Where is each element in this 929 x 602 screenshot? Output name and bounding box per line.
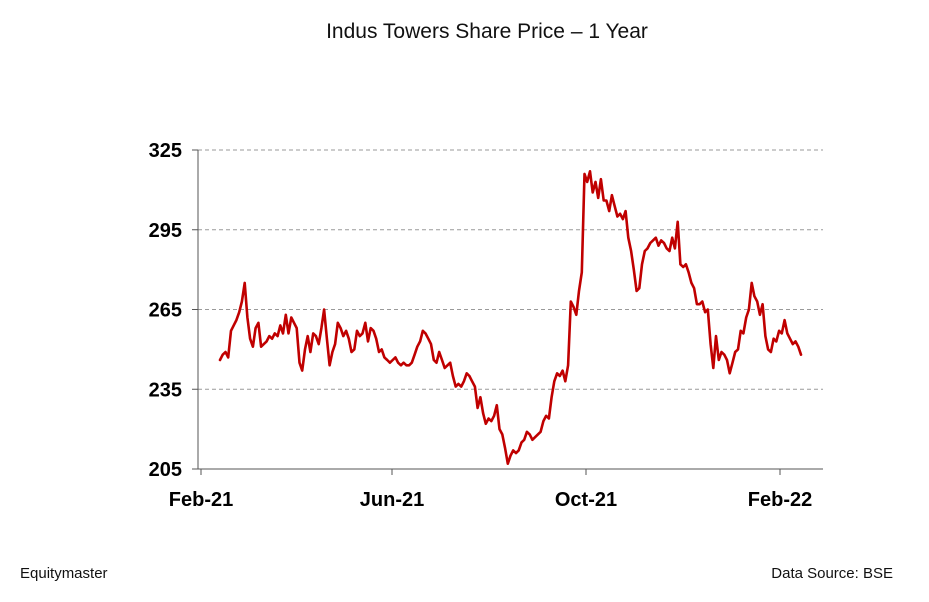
y-tick-label: 265 [149,300,182,322]
gridlines [198,149,823,390]
y-tick-label: 295 [149,220,182,242]
footer-brand: Equitymaster [20,565,108,582]
x-tick-label: Feb-22 [748,489,812,511]
x-tick-label: Jun-21 [360,489,424,511]
y-tick-label: 325 [149,140,182,162]
footer-data-source: Data Source: BSE [771,565,893,582]
series-group [218,170,803,466]
y-tick-label: 235 [149,379,182,401]
x-tick-label: Oct-21 [555,489,617,511]
series-line [218,170,803,466]
chart-title: Indus Towers Share Price – 1 Year [326,20,648,43]
x-tick-label: Feb-21 [169,489,233,511]
y-tick-label: 205 [149,459,182,481]
y-axis-ticks: 325 295 265 235 205 [149,140,198,481]
x-axis-ticks: Feb-21 Jun-21 Oct-21 Feb-22 [169,469,812,511]
